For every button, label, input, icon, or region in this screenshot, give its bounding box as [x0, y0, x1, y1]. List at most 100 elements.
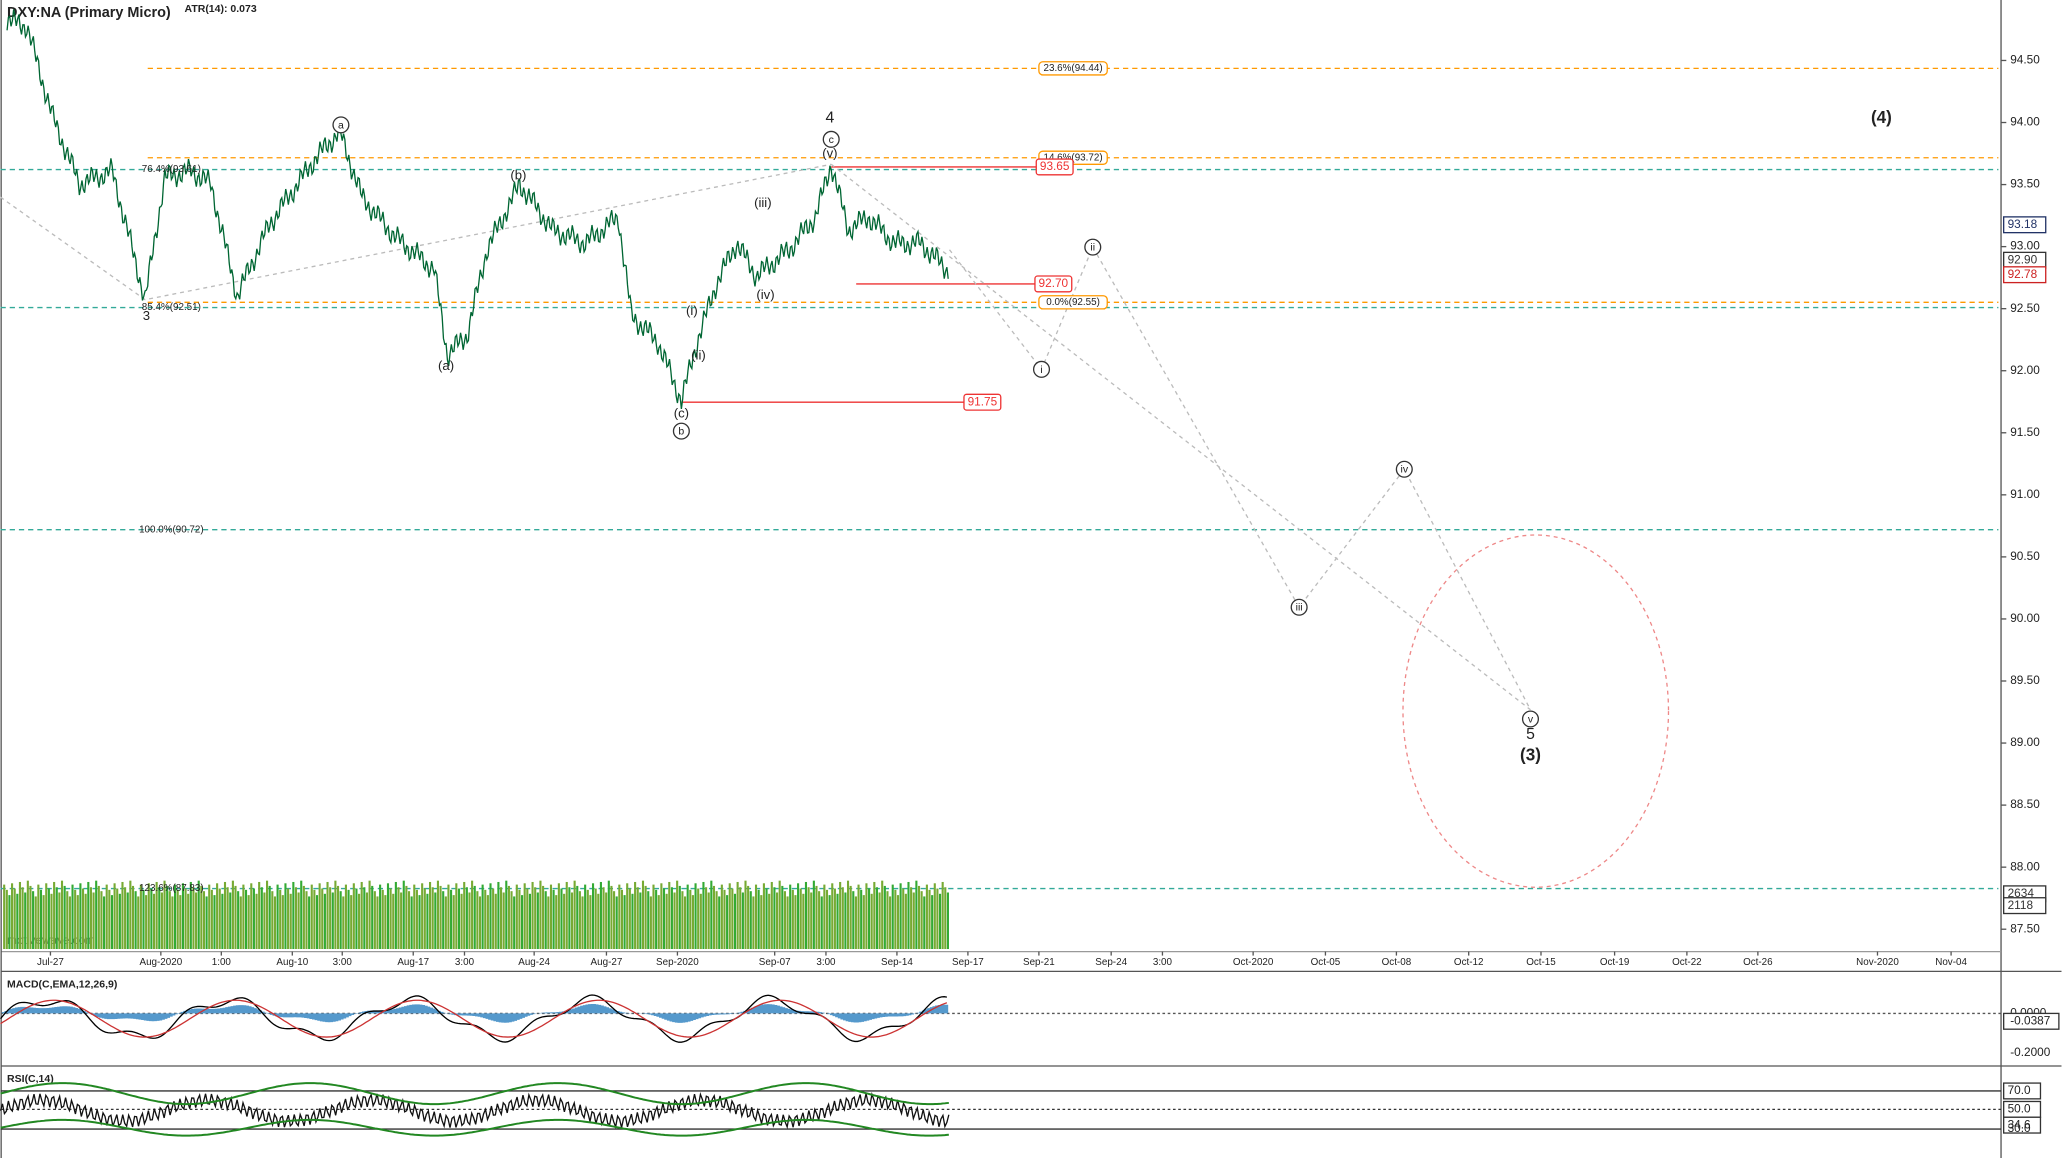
volume-bar	[807, 887, 810, 950]
price-tick-label: 89.50	[2010, 673, 2040, 687]
circled-wave-label: iii	[1296, 602, 1303, 614]
volume-bar	[421, 883, 424, 950]
volume-bar	[213, 895, 216, 950]
price-tick-label: 88.00	[2010, 859, 2040, 873]
volume-bar	[768, 893, 771, 950]
volume-bar	[350, 895, 353, 950]
volume-bar	[789, 884, 792, 950]
time-tick-label: Oct-05	[1311, 957, 1341, 968]
circled-wave-label: c	[829, 134, 834, 146]
circled-wave	[1290, 598, 1308, 616]
volume-bar	[754, 884, 758, 950]
volume-bar	[841, 887, 844, 950]
volume-bar	[171, 896, 174, 950]
volume-bar	[189, 881, 192, 950]
time-tick-label: Aug-24	[518, 957, 550, 968]
volume-bar	[279, 889, 282, 950]
circled-wave	[822, 130, 840, 148]
volume-bar	[875, 887, 879, 950]
rsi-axis-label: 50.0	[2008, 1101, 2031, 1115]
volume-bar	[481, 884, 484, 950]
volume-bar	[938, 893, 942, 950]
volume-bar	[694, 883, 697, 950]
volume-bar	[155, 881, 158, 950]
volume-bar	[297, 892, 300, 950]
wave-label: 5	[1526, 726, 1535, 743]
time-tick-label: Oct-12	[1454, 957, 1484, 968]
volume-bar	[552, 889, 555, 950]
volume-bar	[210, 889, 213, 950]
volume-bar	[5, 889, 8, 950]
volume-bar	[576, 885, 579, 950]
volume-bar	[402, 880, 405, 950]
projection	[948, 245, 1532, 711]
volume-bar	[434, 892, 437, 950]
circled-wave-label: iv	[1400, 464, 1408, 476]
volume-bar	[778, 880, 781, 950]
volume-bar	[557, 883, 560, 950]
volume-bar	[797, 883, 800, 950]
fib-label: 100.0%(90.72)	[139, 524, 204, 535]
volume-bar	[457, 888, 461, 950]
volume-bar	[852, 891, 855, 950]
rsi-line	[0, 1091, 950, 1130]
volume-bar	[37, 884, 40, 950]
volume-bar	[752, 896, 755, 950]
volume-bar	[223, 881, 227, 950]
volume-bar	[45, 883, 48, 950]
volume-bar	[662, 888, 666, 950]
price-tick-label: 94.00	[2010, 115, 2040, 129]
volume-bar	[336, 885, 340, 950]
volume-bar	[907, 881, 910, 950]
volume-bar	[32, 891, 35, 950]
volume-bar	[565, 881, 568, 950]
fib-box	[1038, 295, 1108, 310]
volume-bar	[363, 887, 366, 950]
time-tick-label: Sep-24	[1095, 957, 1127, 968]
time-tick-label: Sep-2020	[656, 957, 699, 968]
volume-bar	[747, 885, 750, 950]
volume-bar	[260, 887, 263, 950]
volume-bar	[347, 889, 350, 950]
volume-bar	[326, 881, 329, 950]
volume-bar	[854, 896, 857, 950]
volume-bar	[494, 893, 497, 950]
volume-bar	[862, 895, 865, 950]
axis-tag	[2003, 1082, 2042, 1100]
volume-bar	[342, 896, 345, 950]
time-tick-label: Jul-27	[37, 957, 64, 968]
volume-bar	[534, 887, 537, 950]
volume-bar	[812, 880, 815, 950]
volume-bar	[108, 889, 111, 950]
volume-bar	[360, 881, 363, 950]
volume-bar	[710, 880, 713, 950]
volume-bar	[428, 881, 432, 950]
projection	[0, 163, 832, 301]
volume-bar	[331, 892, 334, 950]
volume-bar	[928, 889, 931, 950]
rsi-upper	[0, 1082, 949, 1106]
volume-bar	[24, 892, 27, 950]
volume-bar	[252, 888, 255, 950]
volume-bar	[868, 888, 871, 950]
volume-bar	[931, 895, 934, 950]
volume-bar	[589, 895, 592, 950]
volume-bar	[131, 885, 135, 950]
price-tag	[2003, 216, 2047, 234]
volume-bar	[379, 884, 382, 950]
volume-bar	[539, 880, 542, 950]
volume-bar	[60, 880, 64, 950]
volume-bar	[776, 892, 779, 950]
volume-bar	[329, 887, 332, 950]
volume-bar	[8, 895, 11, 950]
fib-label: 85.4%(92.51)	[142, 302, 201, 313]
volume-bar	[13, 888, 16, 950]
volume-bar	[628, 888, 631, 950]
volume-bar	[373, 891, 376, 950]
volume-bar	[770, 881, 773, 950]
volume-bar	[42, 895, 45, 950]
volume-bar	[584, 884, 587, 950]
volume-bar	[426, 893, 429, 950]
time-tick-label: Sep-17	[952, 957, 984, 968]
